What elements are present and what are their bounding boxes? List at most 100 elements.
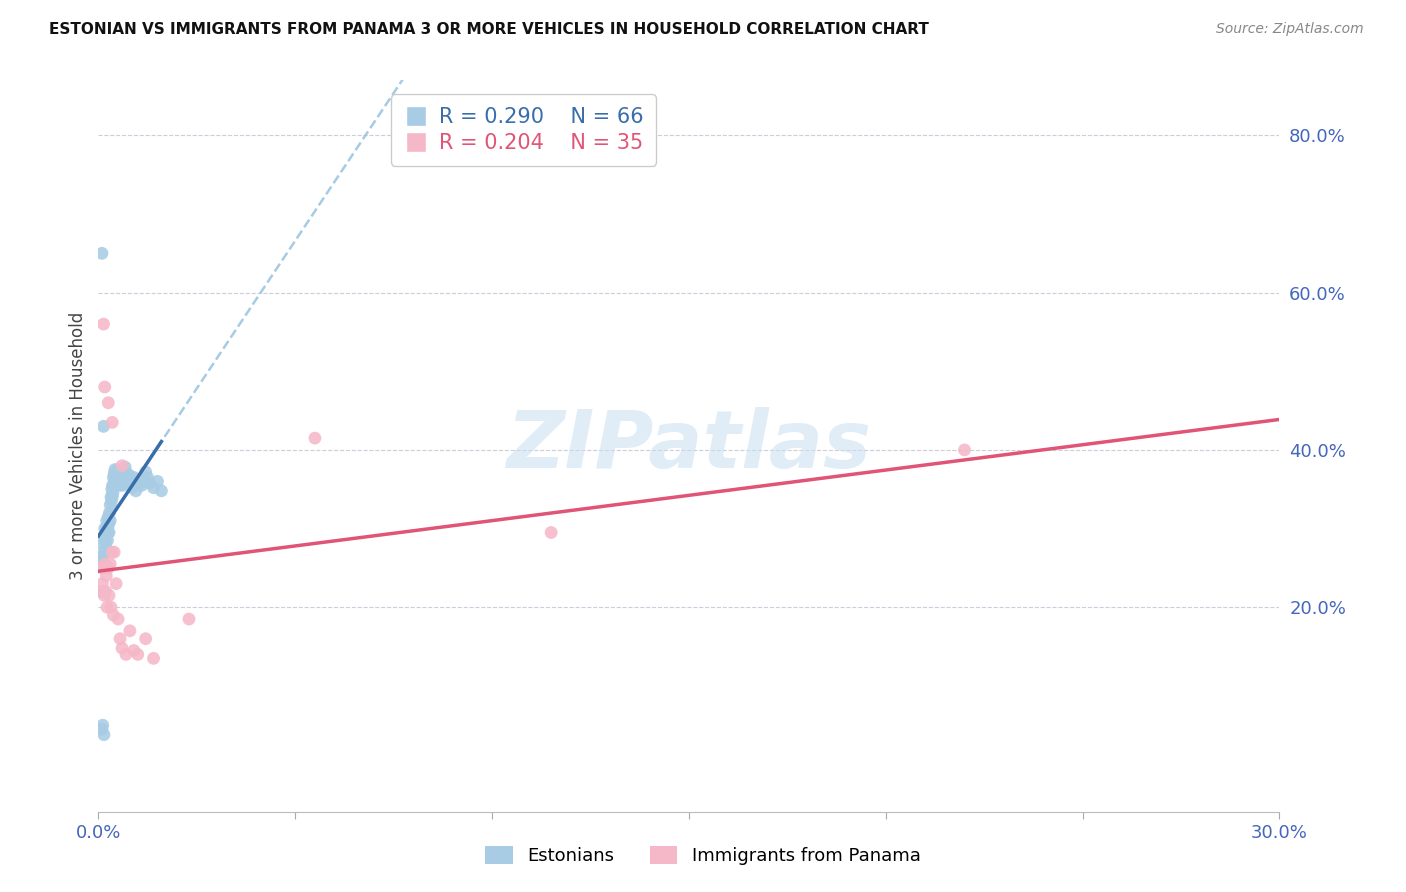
Point	[105, 576, 128, 591]
Point	[93, 529, 115, 543]
Point	[100, 600, 122, 615]
Point	[953, 442, 976, 457]
Point	[97, 509, 120, 524]
Point	[91, 549, 114, 563]
Text: ZIPatlas: ZIPatlas	[506, 407, 872, 485]
Point	[110, 473, 132, 487]
Point	[304, 431, 326, 445]
Point	[93, 557, 115, 571]
Point	[121, 481, 143, 495]
Point	[93, 589, 115, 603]
Point	[93, 380, 115, 394]
Point	[118, 468, 141, 483]
Point	[94, 533, 117, 548]
Point	[146, 475, 169, 489]
Point	[118, 475, 141, 489]
Point	[125, 483, 148, 498]
Point	[90, 553, 112, 567]
Point	[103, 608, 125, 623]
Point	[96, 525, 118, 540]
Point	[131, 478, 153, 492]
Legend: R = 0.290    N = 66, R = 0.204    N = 35: R = 0.290 N = 66, R = 0.204 N = 35	[391, 95, 657, 166]
Point	[117, 475, 139, 490]
Point	[96, 541, 118, 556]
Point	[93, 419, 115, 434]
Point	[104, 462, 127, 476]
Point	[101, 478, 124, 492]
Point	[94, 584, 117, 599]
Point	[96, 568, 118, 582]
Point	[135, 465, 157, 479]
Point	[93, 561, 115, 575]
Point	[108, 478, 131, 492]
Point	[93, 317, 115, 331]
Point	[118, 624, 141, 638]
Point	[91, 718, 114, 732]
Point	[97, 396, 120, 410]
Point	[96, 533, 118, 548]
Point	[111, 641, 134, 656]
Point	[105, 465, 128, 479]
Point	[108, 468, 131, 483]
Y-axis label: 3 or more Vehicles in Household: 3 or more Vehicles in Household	[69, 312, 87, 580]
Point	[108, 632, 131, 646]
Point	[90, 561, 112, 575]
Point	[111, 458, 134, 473]
Point	[91, 722, 114, 736]
Point	[136, 470, 159, 484]
Point	[97, 525, 120, 540]
Point	[98, 525, 121, 540]
Point	[108, 467, 131, 481]
Point	[101, 416, 124, 430]
Point	[142, 651, 165, 665]
Point	[111, 467, 134, 481]
Point	[540, 525, 562, 540]
Point	[100, 494, 122, 508]
Point	[96, 522, 118, 536]
Point	[101, 490, 124, 504]
Point	[105, 468, 128, 483]
Point	[96, 600, 118, 615]
Point	[115, 648, 138, 662]
Point	[103, 545, 125, 559]
Point	[135, 632, 157, 646]
Point	[177, 612, 200, 626]
Point	[93, 728, 115, 742]
Point	[142, 481, 165, 495]
Point	[103, 467, 125, 481]
Point	[150, 483, 173, 498]
Point	[98, 589, 121, 603]
Point	[104, 478, 127, 492]
Point	[94, 557, 117, 571]
Point	[96, 514, 118, 528]
Point	[127, 478, 149, 492]
Point	[91, 584, 114, 599]
Point	[98, 498, 121, 512]
Point	[98, 557, 121, 571]
Point	[105, 475, 128, 489]
Point	[101, 482, 124, 496]
Point	[103, 470, 125, 484]
Point	[107, 462, 129, 476]
Point	[127, 648, 149, 662]
Point	[98, 514, 121, 528]
Point	[93, 522, 115, 536]
Point	[114, 460, 136, 475]
Point	[91, 246, 114, 260]
Point	[91, 537, 114, 551]
Point	[90, 584, 112, 599]
Point	[101, 545, 124, 559]
Point	[101, 486, 124, 500]
Point	[122, 470, 145, 484]
Point	[107, 612, 129, 626]
Point	[138, 475, 160, 490]
Point	[97, 517, 120, 532]
Text: ESTONIAN VS IMMIGRANTS FROM PANAMA 3 OR MORE VEHICLES IN HOUSEHOLD CORRELATION C: ESTONIAN VS IMMIGRANTS FROM PANAMA 3 OR …	[49, 22, 929, 37]
Point	[112, 475, 135, 489]
Point	[103, 475, 125, 489]
Point	[115, 470, 138, 484]
Point	[128, 475, 150, 489]
Legend: Estonians, Immigrants from Panama: Estonians, Immigrants from Panama	[478, 838, 928, 872]
Point	[97, 561, 120, 575]
Point	[115, 467, 138, 481]
